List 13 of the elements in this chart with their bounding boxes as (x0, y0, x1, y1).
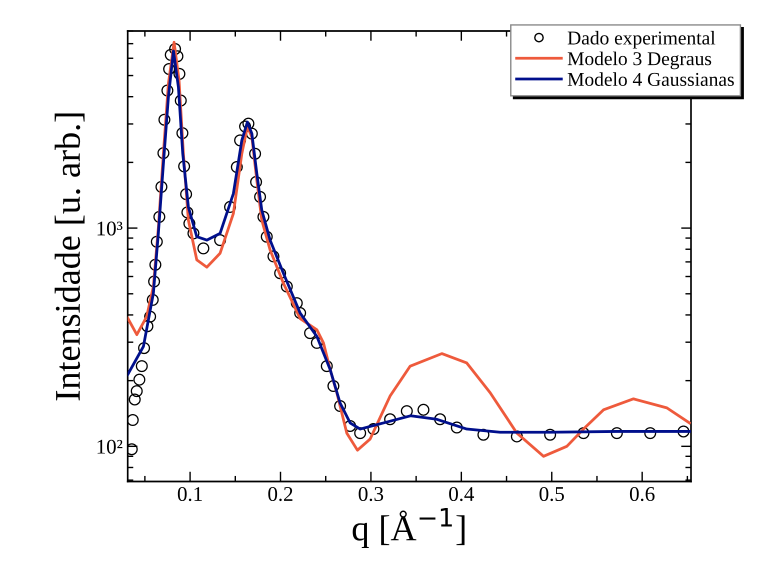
x-tick-label: 0.5 (540, 486, 564, 502)
y-tick-label: 10³ (98, 221, 122, 236)
legend-label: Modelo 4 Gaussianas (568, 72, 734, 86)
x-tick-label: 0.4 (449, 486, 474, 502)
legend-label: Modelo 3 Degraus (568, 52, 712, 70)
legend-label: Dado experimental (568, 30, 716, 49)
x-tick-label: 0.1 (178, 486, 202, 502)
y-axis-title: Intensidade [u. arb.] (54, 114, 85, 400)
x-tick-label: 0.3 (358, 486, 384, 502)
x-tick-label: 0.6 (630, 486, 655, 502)
y-tick-label: 10² (98, 440, 122, 454)
x-axis-title: q [Å$^{−1}$] (352, 508, 465, 548)
x-tick-label: 0.2 (268, 486, 292, 502)
